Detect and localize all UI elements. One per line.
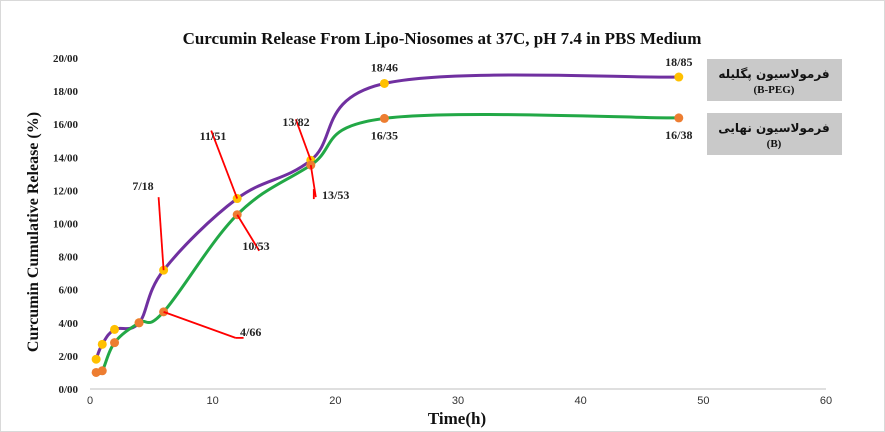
y-tick-label: 12/00 [53,185,79,197]
data-point [97,366,107,376]
annotation: 13/53 [309,164,349,202]
data-label: 10/53 [242,239,269,253]
legend-box [707,113,842,155]
y-tick-label: 14/00 [53,152,79,164]
annotation: 4/66 [163,311,261,339]
data-label: 18/46 [371,60,398,74]
data-point [674,72,684,82]
data-label: 16/38 [665,128,692,142]
series-2 [91,113,684,377]
y-tick-label: 4/00 [58,318,78,330]
data-point [97,339,107,349]
legend-label: فرمولاسیون نهایی [718,121,829,136]
axes: 0/00 2/00 4/00 6/00 8/00 10/00 12/00 14/00 16/00… [53,53,832,407]
data-point [134,318,144,328]
x-tick-label: 10 [207,395,219,407]
annotation: 13/82 [282,115,312,161]
annotation: 7/18 [132,179,165,271]
x-tick-label: 50 [697,395,709,407]
legend: فرمولاسیون پگلیله (B-PEG) فرمولاسیون نهایی… [707,59,842,155]
data-point [379,78,389,88]
y-tick-label: 18/00 [53,86,79,98]
legend-item-1: فرمولاسیون پگلیله (B-PEG) [707,59,842,101]
x-tick-label: 60 [820,395,832,407]
legend-item-2: فرمولاسیون نهایی (B) [707,113,842,155]
y-tick-label: 0/00 [58,384,78,396]
data-label: 13/82 [282,115,309,129]
annotation-leader [309,164,317,198]
legend-label: فرمولاسیون پگلیله [718,67,829,82]
legend-sublabel: (B) [767,138,782,150]
series-line [95,113,679,376]
annotation: 18/46 [371,60,398,74]
legend-box [707,59,842,101]
legend-sublabel: (B-PEG) [754,84,795,96]
annotation-layer: 7/18 11/51 13/82 18/46 18/85 4/66 10/53 13/53 16… [132,55,692,339]
data-label: 18/85 [665,55,692,69]
data-label: 11/51 [200,129,227,143]
x-tick-label: 0 [87,395,93,407]
data-point [91,354,101,364]
annotation-leader [157,197,165,271]
data-point [674,113,684,123]
series-line [94,73,679,360]
annotation: 11/51 [200,129,239,199]
y-tick-label: 20/00 [53,53,79,65]
data-point [110,338,120,348]
data-label: 13/53 [322,188,349,202]
data-label: 16/35 [371,128,398,142]
y-axis-label: Curcumin Cumulative Release (%) [25,112,42,352]
annotation-leader [163,311,236,339]
y-tick-label: 8/00 [58,252,78,264]
x-tick-label: 20 [329,395,341,407]
annotation-leader [236,214,260,252]
annotation: 16/38 [665,128,692,142]
series-layer [91,72,684,377]
annotation-leader [294,118,312,161]
y-tick-label: 2/00 [58,351,78,363]
x-axis-label: Time(h) [428,409,486,428]
annotation: 10/53 [236,214,270,253]
x-tick-label: 40 [575,395,587,407]
annotation: 16/35 [371,128,398,142]
data-point [110,324,120,334]
y-tick-label: 10/00 [53,219,79,231]
y-tick-label: 6/00 [58,285,78,297]
data-label: 4/66 [240,325,261,339]
data-point [379,113,389,123]
chart-title: Curcumin Release From Lipo-Niosomes at 3… [183,29,702,48]
annotation: 18/85 [665,55,692,69]
x-tick-label: 30 [452,395,464,407]
data-label: 7/18 [132,179,153,193]
y-tick-label: 16/00 [53,119,79,131]
annotation-leader [210,130,239,199]
